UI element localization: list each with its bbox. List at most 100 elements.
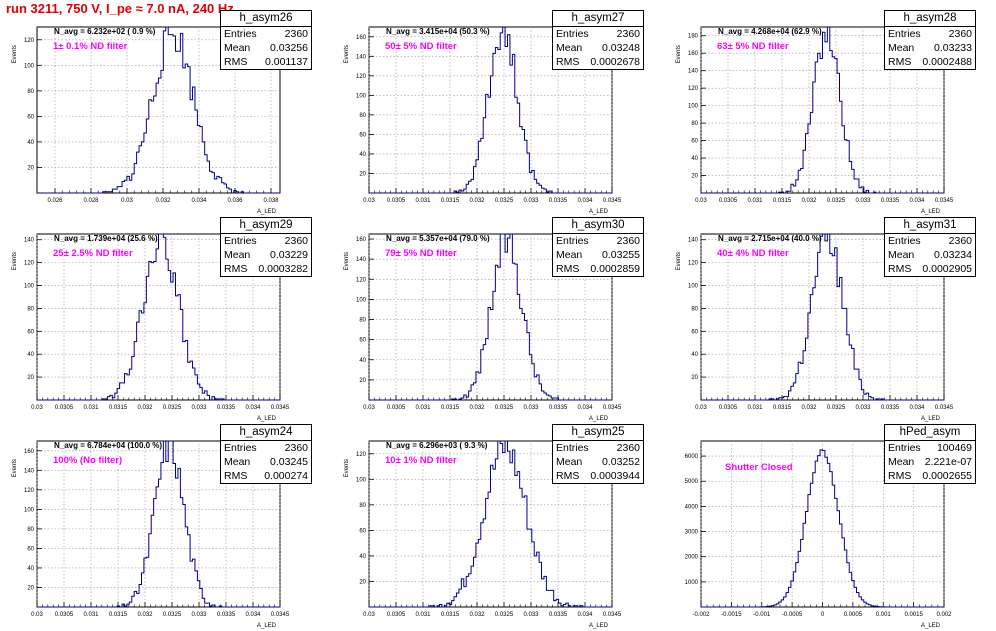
stats-row-entries: Entries 2360	[885, 234, 975, 248]
x-tick-label: 0.032	[137, 405, 153, 411]
stats-mean-value: 0.03229	[270, 249, 308, 261]
y-tick-label: 60	[359, 132, 366, 138]
x-tick-label: 0.036	[227, 198, 243, 204]
x-tick-label: 0.0345	[271, 612, 290, 618]
x-tick-label: 0.031	[747, 405, 763, 411]
stats-rms-value: 0.0002678	[590, 56, 640, 68]
stats-title: h_asym28	[885, 11, 975, 27]
x-tick-label: 0.0305	[387, 405, 406, 411]
navg-label: N_avg = 1.739e+04 (25.6 %)	[54, 234, 158, 243]
stats-entries-value: 2360	[616, 235, 640, 247]
stats-rms-label: RMS	[888, 470, 912, 482]
x-tick-label: 0.032	[469, 405, 485, 411]
y-tick-label: 120	[356, 277, 367, 283]
histogram-panel-hPed_asym: -0.002 -0.0015 -0.001 -0.0005 0 0.0005 0.001 0.…	[664, 424, 996, 631]
filter-label: 10± 1% ND filter	[385, 455, 457, 466]
y-tick-label: 140	[688, 238, 699, 244]
x-tick-label: 0.0335	[549, 405, 568, 411]
stats-row-rms: RMS 0.0002488	[885, 55, 975, 69]
stats-rms-value: 0.0002655	[922, 470, 972, 482]
x-tick-label: 0.0325	[163, 612, 182, 618]
y-tick-label: 60	[27, 546, 34, 552]
x-tick-label: -0.002	[692, 612, 710, 618]
x-tick-label: 0.0315	[773, 405, 792, 411]
x-tick-label: 0	[821, 612, 825, 618]
y-tick-label: 40	[691, 352, 698, 358]
navg-label: N_avg = 6.296e+03 ( 9.3 %)	[386, 441, 488, 450]
y-axis-label: Events	[12, 252, 18, 270]
stats-mean-value: 0.03234	[934, 249, 972, 261]
x-tick-label: 0.031	[415, 198, 431, 204]
y-axis-label: Events	[344, 252, 350, 270]
histogram-panel-h_asym24: 0.03 0.0305 0.031 0.0315 0.032 0.0325 0.033 0.0…	[0, 424, 332, 631]
stats-row-mean: Mean 0.03255	[553, 248, 643, 262]
y-tick-label: 80	[691, 306, 698, 312]
x-tick-label: 0.033	[855, 405, 871, 411]
x-tick-label: 0.0345	[603, 198, 622, 204]
y-tick-label: 120	[688, 86, 699, 92]
y-tick-label: 60	[691, 139, 698, 145]
y-tick-label: 140	[24, 238, 35, 244]
y-tick-label: 40	[359, 152, 366, 158]
y-tick-label: 20	[27, 585, 34, 591]
y-tick-label: 40	[359, 358, 366, 364]
navg-label: N_avg = 4.268e+04 (62.9 %)	[718, 27, 822, 36]
y-tick-label: 20	[691, 174, 698, 180]
x-axis-label: A_LED	[921, 416, 941, 422]
x-tick-label: 0.03	[31, 405, 43, 411]
stats-title: h_asym25	[553, 425, 643, 441]
stats-rms-label: RMS	[888, 56, 912, 68]
stats-rms-value: 0.000274	[264, 470, 308, 482]
y-tick-label: 40	[27, 352, 34, 358]
y-axis-label: Events	[676, 252, 682, 270]
stats-rms-value: 0.0002859	[590, 263, 640, 275]
x-axis-label: A_LED	[257, 416, 277, 422]
stats-row-entries: Entries 2360	[221, 441, 311, 455]
y-tick-label: 140	[688, 69, 699, 75]
stats-entries-label: Entries	[888, 28, 921, 40]
x-tick-label: 0.028	[83, 198, 99, 204]
x-tick-label: 0.0005	[844, 612, 863, 618]
y-tick-label: 40	[359, 554, 366, 560]
stats-row-mean: Mean 0.03245	[221, 455, 311, 469]
x-tick-label: 0.0345	[935, 405, 954, 411]
stats-mean-label: Mean	[224, 456, 251, 468]
x-tick-label: 0.03	[695, 405, 707, 411]
histogram-panel-h_asym27: 0.03 0.0305 0.031 0.0315 0.032 0.0325 0.033 0.0…	[332, 10, 664, 217]
x-tick-label: 0.0015	[904, 612, 923, 618]
y-tick-label: 2000	[685, 555, 699, 561]
x-tick-label: 0.034	[577, 612, 593, 618]
x-tick-label: 0.0305	[55, 405, 74, 411]
y-tick-label: 120	[24, 488, 35, 494]
stats-title: hPed_asym	[885, 425, 975, 441]
histogram-panel-h_asym30: 0.03 0.0305 0.031 0.0315 0.032 0.0325 0.033 0.0…	[332, 217, 664, 424]
y-tick-label: 120	[356, 452, 367, 458]
stats-mean-label: Mean	[888, 42, 915, 54]
stats-title: h_asym24	[221, 425, 311, 441]
stats-row-entries: Entries 2360	[553, 441, 643, 455]
stats-row-mean: Mean 0.03234	[885, 248, 975, 262]
filter-label: 100% (No filter)	[53, 455, 123, 466]
y-tick-label: 100	[24, 284, 35, 290]
x-tick-label: 0.0315	[109, 612, 128, 618]
x-tick-label: 0.03	[363, 198, 375, 204]
y-tick-label: 100	[688, 284, 699, 290]
filter-label: 50± 5% ND filter	[385, 41, 457, 52]
stats-box: h_asym28 Entries 2360 Mean 0.03233 RMS 0.00024…	[884, 10, 976, 70]
x-tick-label: 0.032	[469, 198, 485, 204]
histogram-line	[701, 26, 944, 194]
stats-mean-label: Mean	[224, 249, 251, 261]
filter-label: 63± 5% ND filter	[717, 41, 789, 52]
x-tick-label: 0.0325	[495, 198, 514, 204]
stats-title: h_asym26	[221, 11, 311, 27]
x-tick-label: 0.0335	[881, 198, 900, 204]
stats-row-rms: RMS 0.000274	[221, 469, 311, 483]
x-tick-label: 0.033	[191, 405, 207, 411]
y-tick-label: 80	[27, 89, 34, 95]
stats-box: hPed_asym Entries 100469 Mean 2.221e-07 RMS 0.…	[884, 424, 976, 484]
x-tick-label: 0.0325	[495, 405, 514, 411]
filter-label: 79± 5% ND filter	[385, 248, 457, 259]
filter-label: Shutter Closed	[725, 462, 793, 473]
navg-label: N_avg = 3.415e+04 (50.3 %)	[386, 27, 490, 36]
x-tick-label: 0.0335	[217, 405, 236, 411]
